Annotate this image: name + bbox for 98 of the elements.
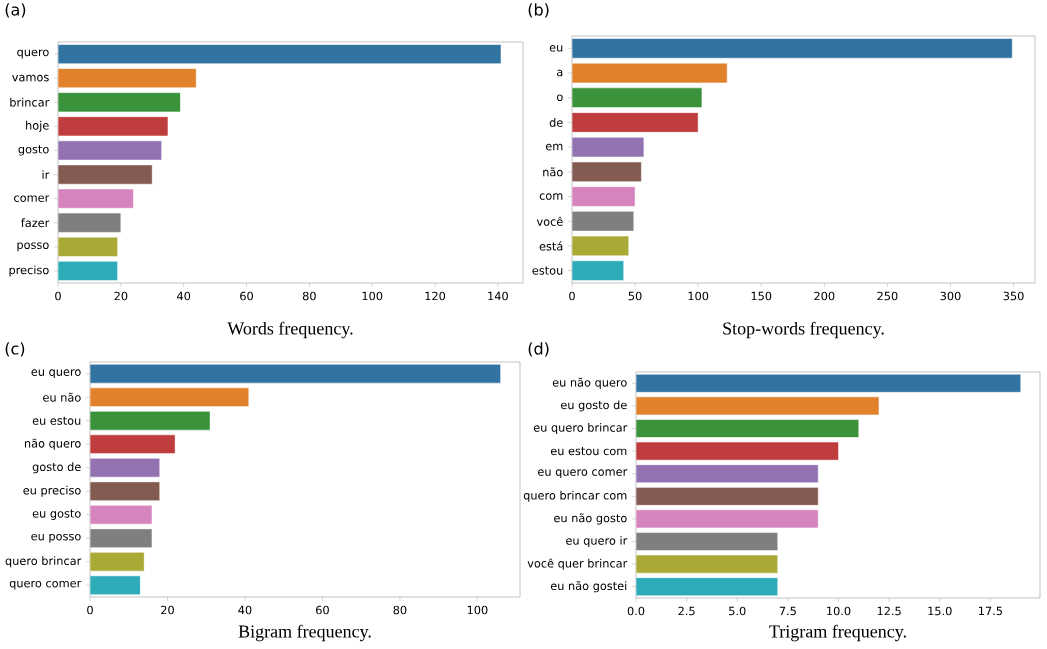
bar (58, 188, 134, 209)
bar (636, 577, 779, 596)
x-tick-label: 60 (240, 291, 253, 301)
y-tick-label: eu posso (31, 533, 81, 543)
bar (58, 164, 153, 185)
y-tick-label: eu não (43, 392, 81, 402)
x-tick-label: 40 (238, 605, 252, 615)
x-tick-label: 0.0 (627, 606, 645, 616)
y-tick-label: eu (549, 45, 563, 52)
y-tick-label: comer (14, 195, 50, 202)
bar (572, 136, 645, 158)
x-tick-label: 200 (814, 291, 835, 301)
bar (58, 116, 169, 137)
y-tick-label: quero comer (9, 580, 82, 590)
y-tick-label: quero (17, 49, 49, 59)
text: (b) (528, 3, 549, 18)
y-tick-label: você quer brincar (527, 558, 628, 570)
bar (636, 554, 779, 574)
text: (c) (5, 342, 25, 357)
x-tick-label: 5.0 (729, 606, 746, 616)
y-tick-label: quero brincar com (523, 490, 627, 502)
x-tick-label: 100 (467, 605, 488, 615)
y-tick-label: eu não gosto (554, 513, 627, 525)
bar (572, 87, 703, 108)
y-tick-label: hoje (26, 120, 49, 132)
text: (d) (528, 342, 549, 357)
x-tick-label: 60 (316, 605, 329, 615)
y-tick-label: eu gosto (32, 509, 81, 520)
bar (90, 552, 145, 572)
x-tick-label: 50 (628, 291, 642, 301)
x-tick-label: 2.5 (678, 606, 695, 616)
bar (572, 260, 624, 281)
y-tick-label: o (556, 94, 563, 101)
y-tick-label: em (545, 143, 563, 151)
x-tick-label: 100 (688, 291, 709, 301)
y-tick-label: estou (532, 266, 563, 275)
x-tick-label: 20 (114, 291, 128, 301)
y-tick-label: ir (42, 170, 50, 179)
bar (636, 396, 880, 416)
x-axis-title: Bigram frequency. (238, 624, 371, 642)
y-tick-label: eu quero comer (538, 469, 628, 479)
y-tick-label: eu quero (31, 369, 81, 379)
y-tick-label: preciso (9, 265, 49, 277)
x-tick-label: 40 (177, 291, 191, 301)
y-tick-label: com (539, 193, 563, 200)
y-tick-label: eu não gostei (550, 581, 627, 593)
bar (636, 373, 1022, 393)
x-tick-label: 15.0 (928, 606, 952, 616)
y-tick-label: eu não quero (552, 377, 627, 389)
y-tick-label: eu estou (32, 416, 81, 425)
bar (90, 505, 153, 525)
y-tick-label: gosto (18, 145, 49, 156)
y-tick-label: de (549, 118, 563, 127)
y-tick-label: vamos (12, 74, 49, 82)
bar (636, 532, 779, 551)
x-tick-label: 120 (425, 291, 446, 301)
y-tick-label: quero brincar (5, 556, 82, 568)
y-tick-label: eu preciso (23, 485, 81, 497)
y-tick-label: eu estou com (550, 447, 627, 456)
bar (58, 212, 122, 233)
y-tick-label: não (543, 167, 563, 177)
x-axis-title: Words frequency. (227, 321, 353, 339)
bar (90, 364, 501, 384)
x-axis-title: Stop-words frequency. (723, 321, 884, 339)
bar (90, 458, 161, 478)
bar (572, 211, 635, 232)
x-tick-label: 100 (362, 291, 383, 301)
x-tick-label: 0 (569, 291, 575, 301)
x-tick-label: 80 (302, 291, 316, 301)
y-tick-label: você (536, 216, 563, 226)
y-tick-label: eu quero ir (566, 536, 628, 547)
x-tick-label: 140 (488, 291, 508, 301)
x-tick-label: 350 (1003, 291, 1024, 301)
y-tick-label: não quero (24, 438, 81, 450)
x-tick-label: 10.0 (827, 606, 851, 616)
y-tick-label: eu quero brincar (533, 423, 628, 434)
x-tick-label: 300 (940, 291, 961, 301)
x-axis-title: Trigram frequency. (769, 624, 906, 642)
y-tick-label: eu gosto de (560, 400, 627, 412)
x-tick-label: 20 (161, 605, 174, 615)
y-tick-label: posso (17, 242, 49, 252)
y-tick-label: brincar (10, 97, 50, 107)
x-tick-label: 80 (393, 605, 407, 615)
bar (572, 186, 636, 207)
x-tick-label: 17.5 (979, 606, 1002, 616)
x-tick-label: 12.5 (877, 606, 901, 616)
y-tick-label: gosto de (32, 462, 81, 474)
bar (572, 38, 1013, 59)
y-tick-label: a (557, 69, 563, 77)
x-tick-label: 250 (877, 291, 898, 301)
y-tick-label: fazer (21, 218, 50, 228)
y-tick-label: está (539, 241, 563, 251)
bar (636, 509, 819, 529)
x-tick-label: 0 (87, 605, 93, 615)
x-tick-label: 150 (751, 291, 772, 301)
text: (a) (5, 3, 26, 18)
x-tick-label: 7.5 (779, 606, 796, 616)
x-tick-label: 0 (55, 291, 61, 301)
